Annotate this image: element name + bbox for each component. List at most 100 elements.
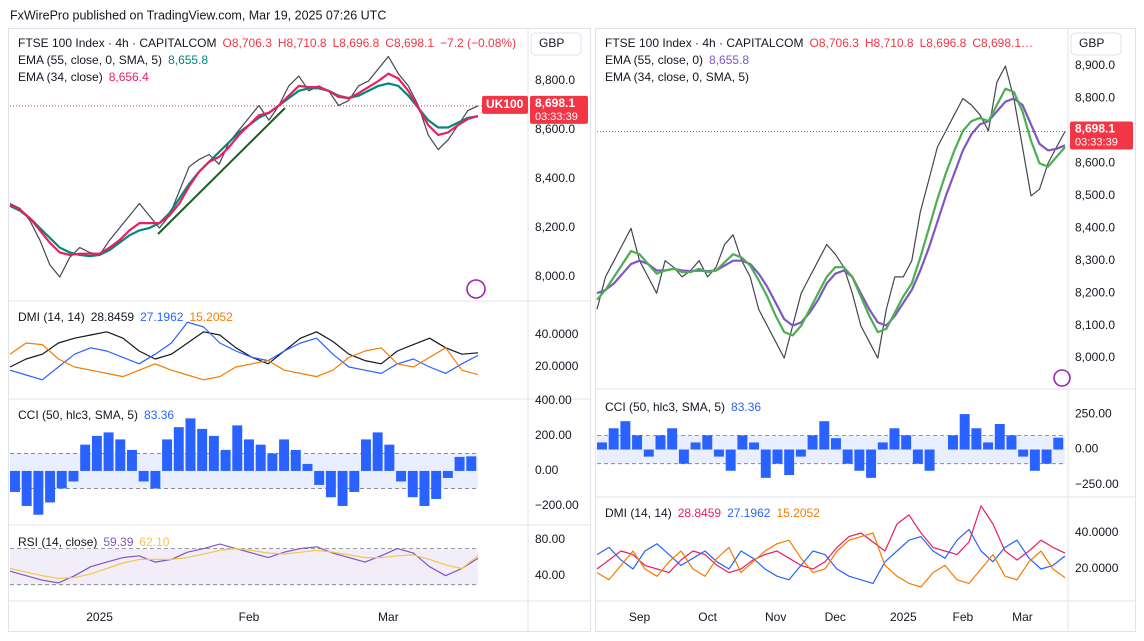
last-price-tag [530,95,588,124]
legend-item: O8,706.3 [810,36,860,50]
cci-bar [714,449,724,457]
cci-bar [948,435,958,450]
cci-bar [749,442,760,450]
cci-bar [279,439,290,471]
legend: EMA (34, close) 8,656.4 [18,70,149,84]
legend-item: EMA (55, close, 0, SMA, 5) [18,53,162,67]
cci-bar [150,470,161,489]
series-line [9,543,479,584]
cci-bar [889,428,900,450]
y-tick-label: 40.0000 [535,327,579,341]
panel [596,65,1066,359]
charts: 8,800.0 8,600.0 8,400.0 8,200.0 8,000.0 FTSE … [9,32,1133,624]
cci-bar [971,428,982,450]
cci-bar [725,449,736,471]
x-tick-label: Nov [765,610,786,624]
cci-bar [185,418,196,471]
x-tick-label: Mar [378,610,399,624]
legend-item: 83.36 [731,400,761,414]
cci-bar [795,449,806,457]
cci-bar [442,470,453,478]
panel [10,418,478,515]
y-tick-label: 8,600.0 [535,122,575,136]
cci-bar [384,444,395,471]
right-pane [595,28,1136,632]
legend-item: CCI (50, hlc3, SMA, 5) [18,408,138,422]
legend-item: 27.1962 [140,310,184,324]
currency-box [1070,32,1122,56]
cci-bar [1029,449,1040,471]
cci-bar [597,442,607,450]
last-price: 8,698.1 [535,96,575,110]
cci-bar [819,421,830,450]
cci-bar [325,470,336,498]
legend-item: H8,710.8 [865,36,914,50]
ideas-icon[interactable] [1053,369,1071,387]
cci-bar [831,438,841,450]
cci-bar [244,439,254,471]
y-tick-label: 8,900.0 [1075,58,1115,72]
cci-bar [466,456,477,471]
legend-item: RSI (14, close) [18,535,97,549]
cci-bar [197,428,208,471]
legend-item: FTSE 100 Index · 4h · CAPITALCOM [18,36,217,50]
cci-bar [1041,449,1052,464]
cci-bar [983,442,994,450]
y-tick-label: 8,300.0 [1075,253,1115,267]
cci-bar [912,449,923,464]
y-tick-label: 20.0000 [1075,561,1119,575]
cci-bar [431,470,442,499]
legend: EMA (55, close, 0) 8,655.8 [605,53,749,67]
cci-bar [1006,435,1017,450]
cci-bar [655,435,666,450]
cci-bar [1053,437,1064,450]
legend-item: EMA (34, close, 0, SMA, 5) [605,70,749,84]
series-line [9,548,479,579]
y-tick-label: 200.00 [535,428,572,442]
band [10,548,478,585]
cci-bar [959,414,970,450]
series-line [596,532,1066,588]
series-line [9,321,479,381]
legend-item: 27.1962 [727,506,771,520]
countdown: 03:33:39 [1075,136,1118,148]
panel [9,543,479,586]
series-line [596,505,1066,574]
cci-bar [807,435,818,450]
y-tick-label: 8,000.0 [1075,350,1115,364]
x-tick-label: Feb [239,610,260,624]
y-tick-label: 8,000.0 [535,269,575,283]
trend-line [157,107,286,235]
panel [9,321,479,381]
legend: RSI (14, close) 59.39 62.10 [18,535,170,549]
ideas-icon[interactable] [466,279,486,299]
cci-bar [115,439,126,471]
cci-bar [138,470,149,482]
legend-item: EMA (55, close, 0) [605,53,703,67]
cci-bar [877,442,888,450]
cci-bar [349,470,360,492]
cci-bar [68,470,79,482]
legend-item: 28.8459 [91,310,135,324]
cci-bar [372,432,383,471]
legend-item: L8,696.8 [333,36,380,50]
cci-bar [290,449,301,471]
panel [9,55,479,278]
cci-bar [361,439,371,471]
cci-bar [232,425,243,471]
y-tick-label: 8,100.0 [1075,318,1115,332]
cci-bar [737,435,748,450]
cci-bar [220,449,231,471]
y-tick-label: 40.0000 [1075,525,1119,539]
cci-bar [127,449,137,471]
x-tick-label: Mar [1012,610,1033,624]
panel [597,414,1065,478]
legend: EMA (34, close, 0, SMA, 5) [605,70,749,84]
y-tick-label: 250.00 [1075,406,1112,420]
cci-bar [267,453,278,471]
cci-bar [80,444,91,471]
left-pane [8,28,591,632]
y-tick-label: 8,200.0 [535,220,575,234]
legend-item: L8,696.8 [920,36,967,50]
legend-item: 15.2052 [776,506,820,520]
